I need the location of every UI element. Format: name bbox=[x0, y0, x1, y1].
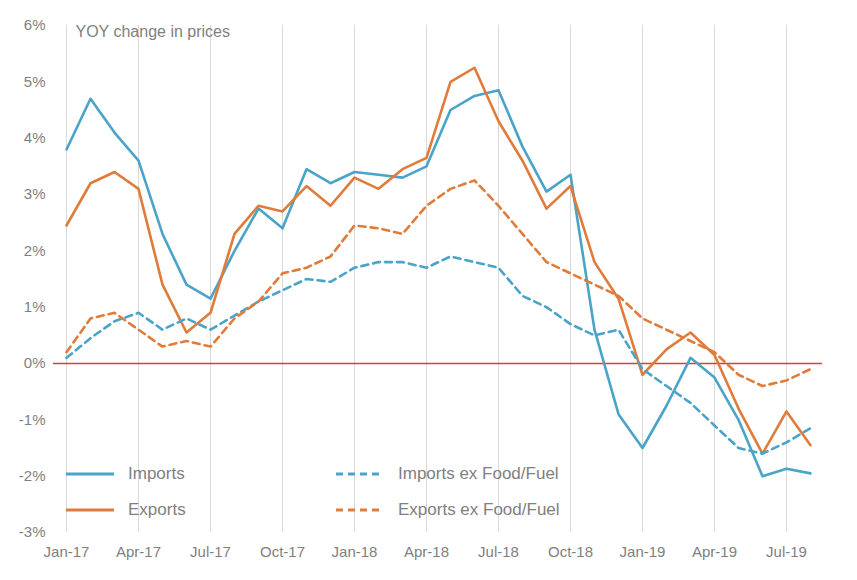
svg-text:4%: 4% bbox=[24, 129, 46, 146]
svg-text:Jan-17: Jan-17 bbox=[44, 543, 90, 560]
svg-text:0%: 0% bbox=[24, 354, 46, 371]
svg-text:3%: 3% bbox=[24, 185, 46, 202]
svg-text:Jul-17: Jul-17 bbox=[190, 543, 231, 560]
svg-text:-3%: -3% bbox=[19, 523, 46, 540]
html-text:Exports: Exports bbox=[128, 500, 186, 519]
svg-text:2%: 2% bbox=[24, 242, 46, 259]
svg-text:Apr-17: Apr-17 bbox=[116, 543, 161, 560]
svg-text:Apr-18: Apr-18 bbox=[404, 543, 449, 560]
svg-text:YOY change in prices: YOY change in prices bbox=[76, 23, 230, 40]
svg-text:Oct-18: Oct-18 bbox=[548, 543, 593, 560]
svg-text:Jan-19: Jan-19 bbox=[620, 543, 666, 560]
svg-text:1%: 1% bbox=[24, 298, 46, 315]
html-text:Imports: Imports bbox=[128, 464, 185, 483]
svg-text:6%: 6% bbox=[24, 16, 46, 33]
html-text:Exports ex Food/Fuel: Exports ex Food/Fuel bbox=[398, 500, 560, 519]
svg-text:-1%: -1% bbox=[19, 411, 46, 428]
svg-text:Jan-18: Jan-18 bbox=[332, 543, 378, 560]
svg-text:Jul-19: Jul-19 bbox=[766, 543, 807, 560]
svg-text:-2%: -2% bbox=[19, 467, 46, 484]
svg-text:Oct-17: Oct-17 bbox=[260, 543, 305, 560]
svg-text:Jul-18: Jul-18 bbox=[478, 543, 519, 560]
html-text:Imports ex Food/Fuel: Imports ex Food/Fuel bbox=[398, 464, 559, 483]
svg-text:Apr-19: Apr-19 bbox=[692, 543, 737, 560]
svg-text:5%: 5% bbox=[24, 73, 46, 90]
